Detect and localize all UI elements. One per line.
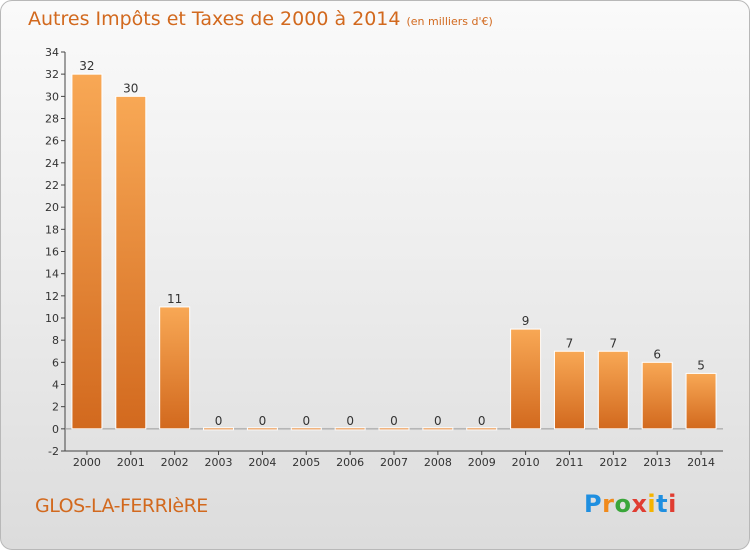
- y-tick-label: 26: [45, 135, 59, 148]
- y-tick-label: 32: [45, 68, 59, 81]
- x-tick-label: 2009: [468, 456, 496, 469]
- bar-value-label: 11: [167, 292, 182, 306]
- x-tick-label: 2010: [512, 456, 540, 469]
- bar-value-label: 0: [390, 414, 398, 428]
- bar: [641, 361, 673, 430]
- logo-letter: P: [584, 490, 603, 518]
- chart-title: Autres Impôts et Taxes de 2000 à 2014: [28, 8, 401, 30]
- logo-letter: i: [668, 490, 677, 518]
- y-tick-label: 34: [45, 46, 59, 59]
- bar-value-label: 30: [123, 81, 138, 95]
- x-tick-label: 2007: [380, 456, 408, 469]
- logo-letter: i: [647, 490, 657, 518]
- bar: [378, 427, 410, 431]
- y-tick-label: 2: [52, 401, 59, 414]
- bar: [246, 427, 278, 431]
- x-tick-label: 2003: [205, 456, 233, 469]
- x-tick-label: 2006: [336, 456, 364, 469]
- proxiti-logo: Proxiti: [584, 490, 677, 518]
- y-tick-label: 12: [45, 290, 59, 303]
- bars: [71, 73, 717, 431]
- bar: [422, 427, 454, 431]
- bar-value-label: 0: [215, 414, 223, 428]
- bar-value-label: 7: [610, 336, 618, 350]
- x-tick-label: 2014: [687, 456, 715, 469]
- x-tick-label: 2000: [73, 456, 101, 469]
- y-tick-label: 28: [45, 113, 59, 126]
- bar: [466, 427, 498, 431]
- bar: [290, 427, 322, 431]
- bar-value-label: 0: [302, 414, 310, 428]
- bar: [334, 427, 366, 431]
- y-tick-label: -2: [48, 445, 59, 458]
- bar: [510, 328, 542, 430]
- y-tick-label: 24: [45, 157, 59, 170]
- bar: [115, 95, 147, 430]
- logo-letter: t: [656, 490, 669, 518]
- bar: [597, 350, 629, 430]
- value-labels: 32 30 11 0 0 0 0 0 0 0 9 7 7 6 5: [79, 59, 705, 428]
- y-tick-label: 18: [45, 223, 59, 236]
- bar: [203, 427, 235, 431]
- place-name: GLOS-LA-FERRIèRE: [35, 495, 208, 517]
- y-tick-label: 20: [45, 201, 59, 214]
- y-tick-label: 0: [52, 423, 59, 436]
- chart-unit: (en milliers d'€): [406, 15, 493, 28]
- x-tick-label: 2005: [292, 456, 320, 469]
- y-tick-label: 6: [52, 356, 59, 369]
- x-tick-label: 2004: [248, 456, 276, 469]
- y-tick-label: 16: [45, 246, 59, 259]
- bar-value-label: 9: [522, 314, 530, 328]
- x-tick-label: 2008: [424, 456, 452, 469]
- bar-value-label: 32: [79, 59, 94, 73]
- bar-value-label: 0: [478, 414, 486, 428]
- logo-letter: x: [631, 490, 648, 518]
- bar: [685, 372, 717, 430]
- logo-letter: r: [602, 490, 615, 518]
- bar: [71, 73, 103, 430]
- y-tick-label: 30: [45, 90, 59, 103]
- bar-value-label: 7: [566, 336, 574, 350]
- y-tick-label: 4: [52, 379, 59, 392]
- bar-value-label: 0: [346, 414, 354, 428]
- bar: [159, 306, 191, 430]
- y-tick-label: 10: [45, 312, 59, 325]
- x-tick-label: 2002: [161, 456, 189, 469]
- x-tick-label: 2013: [643, 456, 671, 469]
- bar: [553, 350, 585, 430]
- bar-value-label: 5: [697, 358, 705, 372]
- x-tick-label: 2001: [117, 456, 145, 469]
- bar-value-label: 0: [434, 414, 442, 428]
- x-tick-label: 2012: [599, 456, 627, 469]
- bar-value-label: 0: [259, 414, 267, 428]
- y-tick-label: 14: [45, 268, 59, 281]
- bar-value-label: 6: [653, 347, 661, 361]
- logo-letter: o: [614, 490, 632, 518]
- y-tick-label: 22: [45, 179, 59, 192]
- y-tick-label: 8: [52, 334, 59, 347]
- x-tick-label: 2011: [555, 456, 583, 469]
- chart-title-block: Autres Impôts et Taxes de 2000 à 2014 (en…: [28, 8, 493, 30]
